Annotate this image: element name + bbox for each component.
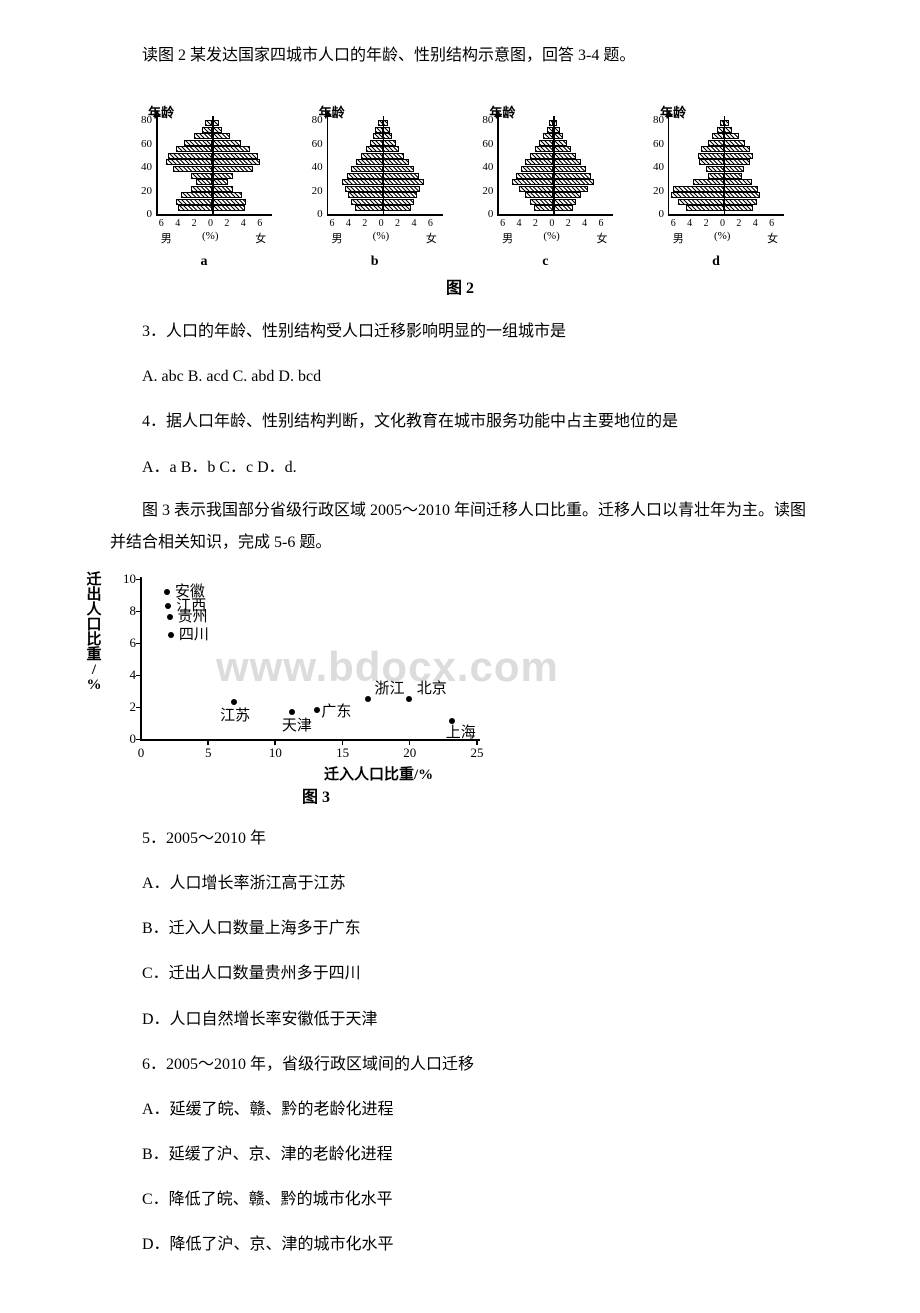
- intro-fig3: 图 3 表示我国部分省级行政区域 2005～2010 年间迁移人口比重。迁移人口…: [110, 495, 810, 559]
- q6-a: A．延缓了皖、赣、黔的老龄化进程: [110, 1092, 810, 1127]
- q6-d: D．降低了沪、京、津的城市化水平: [110, 1227, 810, 1262]
- q5-d: D．人口自然增长率安徽低于天津: [110, 1002, 810, 1037]
- q4-options: A．a B．b C．c D．d.: [110, 450, 810, 485]
- q6-b: B．延缓了沪、京、津的老龄化进程: [110, 1137, 810, 1172]
- intro-fig2: 读图 2 某发达国家四城市人口的年龄、性别结构示意图，回答 3-4 题。: [110, 40, 810, 72]
- figure-2-label: 图 2: [110, 274, 810, 298]
- q6-c: C．降低了皖、赣、黔的城市化水平: [110, 1182, 810, 1217]
- figure-3: www.bdocx.com迁出人口比重/%02468100510152025迁入…: [86, 571, 506, 781]
- q5-stem: 5．2005～2010 年: [110, 821, 810, 856]
- q6-stem: 6．2005～2010 年，省级行政区域间的人口迁移: [110, 1047, 810, 1082]
- q3-options: A. abc B. acd C. abd D. bcd: [110, 359, 810, 394]
- q5-b: B．迁入人口数量上海多于广东: [110, 911, 810, 946]
- q4-stem: 4．据人口年龄、性别结构判断，文化教育在城市服务功能中占主要地位的是: [110, 404, 810, 439]
- q3-stem: 3．人口的年龄、性别结构受人口迁移影响明显的一组城市是: [110, 314, 810, 349]
- figure-3-label: 图 3: [86, 783, 506, 807]
- q5-a: A．人口增长率浙江高于江苏: [110, 866, 810, 901]
- q5-c: C．迁出人口数量贵州多于四川: [110, 956, 810, 991]
- figure-2: 年龄8060402006420246男(%)女a年龄80604020064202…: [110, 102, 810, 270]
